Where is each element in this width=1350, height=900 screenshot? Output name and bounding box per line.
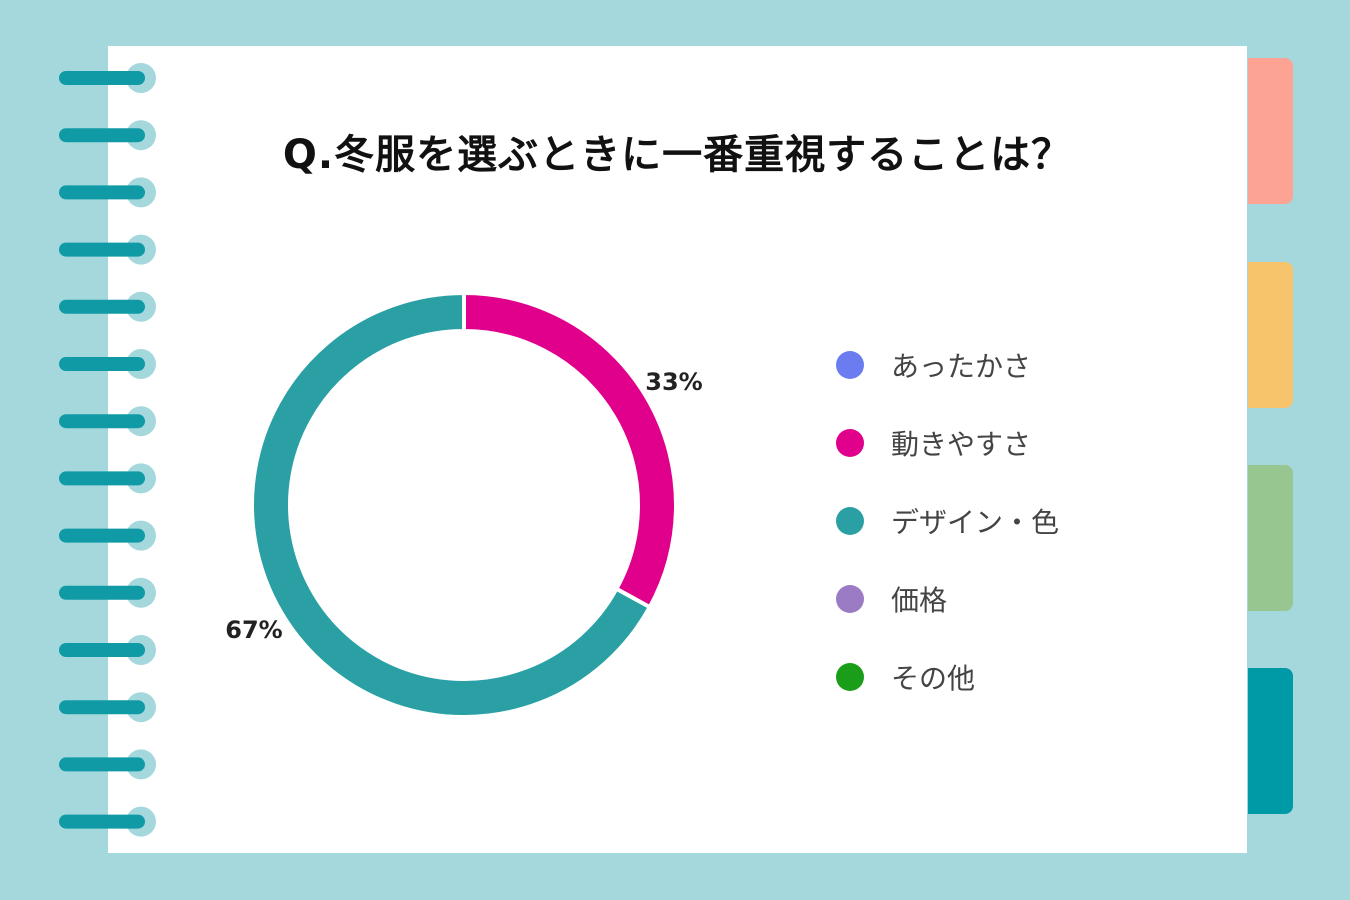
chart-title: Q.冬服を選ぶときに一番重視することは？ [282,132,1073,178]
binding-ring [59,463,156,494]
legend-item[interactable]: その他 [836,638,1059,716]
binding-ring [59,635,156,665]
donut-slice[interactable] [250,290,653,719]
spiral-binding [59,63,156,837]
binding-ring [59,406,156,437]
index-tab-3[interactable] [1248,465,1293,611]
binding-ring [59,749,156,780]
donut-slice[interactable] [462,290,678,610]
binding-ring [59,120,156,151]
binding-ring [59,692,156,723]
index-tab-2[interactable] [1248,262,1293,408]
legend-swatch [836,585,864,613]
binding-ring [59,349,156,379]
binding-ring [59,806,156,837]
binding-ring [59,63,156,93]
donut-chart: 33% 67% [225,290,703,719]
legend-swatch [836,507,864,535]
legend-label: あったかさ [891,350,1032,383]
data-label: 33% [645,368,702,396]
legend-label: 動きやすさ [891,428,1032,461]
legend-swatch [836,351,864,379]
data-label: 67% [225,616,282,644]
binding-ring [59,291,156,322]
legend-label: デザイン・色 [891,506,1060,539]
legend-item[interactable]: デザイン・色 [836,482,1059,560]
legend-label: その他 [891,662,976,695]
index-tab-1[interactable] [1248,58,1293,204]
legend-item[interactable]: あったかさ [836,326,1059,404]
legend-swatch [836,429,864,457]
chart-legend: あったかさ動きやすさデザイン・色 価格その他 [836,326,1059,716]
binding-ring [59,520,156,551]
binding-ring [59,234,156,265]
index-tab-4[interactable] [1248,668,1293,814]
legend-item[interactable]: 動きやすさ [836,404,1059,482]
binding-ring [59,577,156,608]
legend-swatch [836,663,864,691]
legend-item[interactable]: 価格 [836,560,1059,638]
legend-label: 価格 [891,584,948,617]
binding-ring [59,177,156,208]
